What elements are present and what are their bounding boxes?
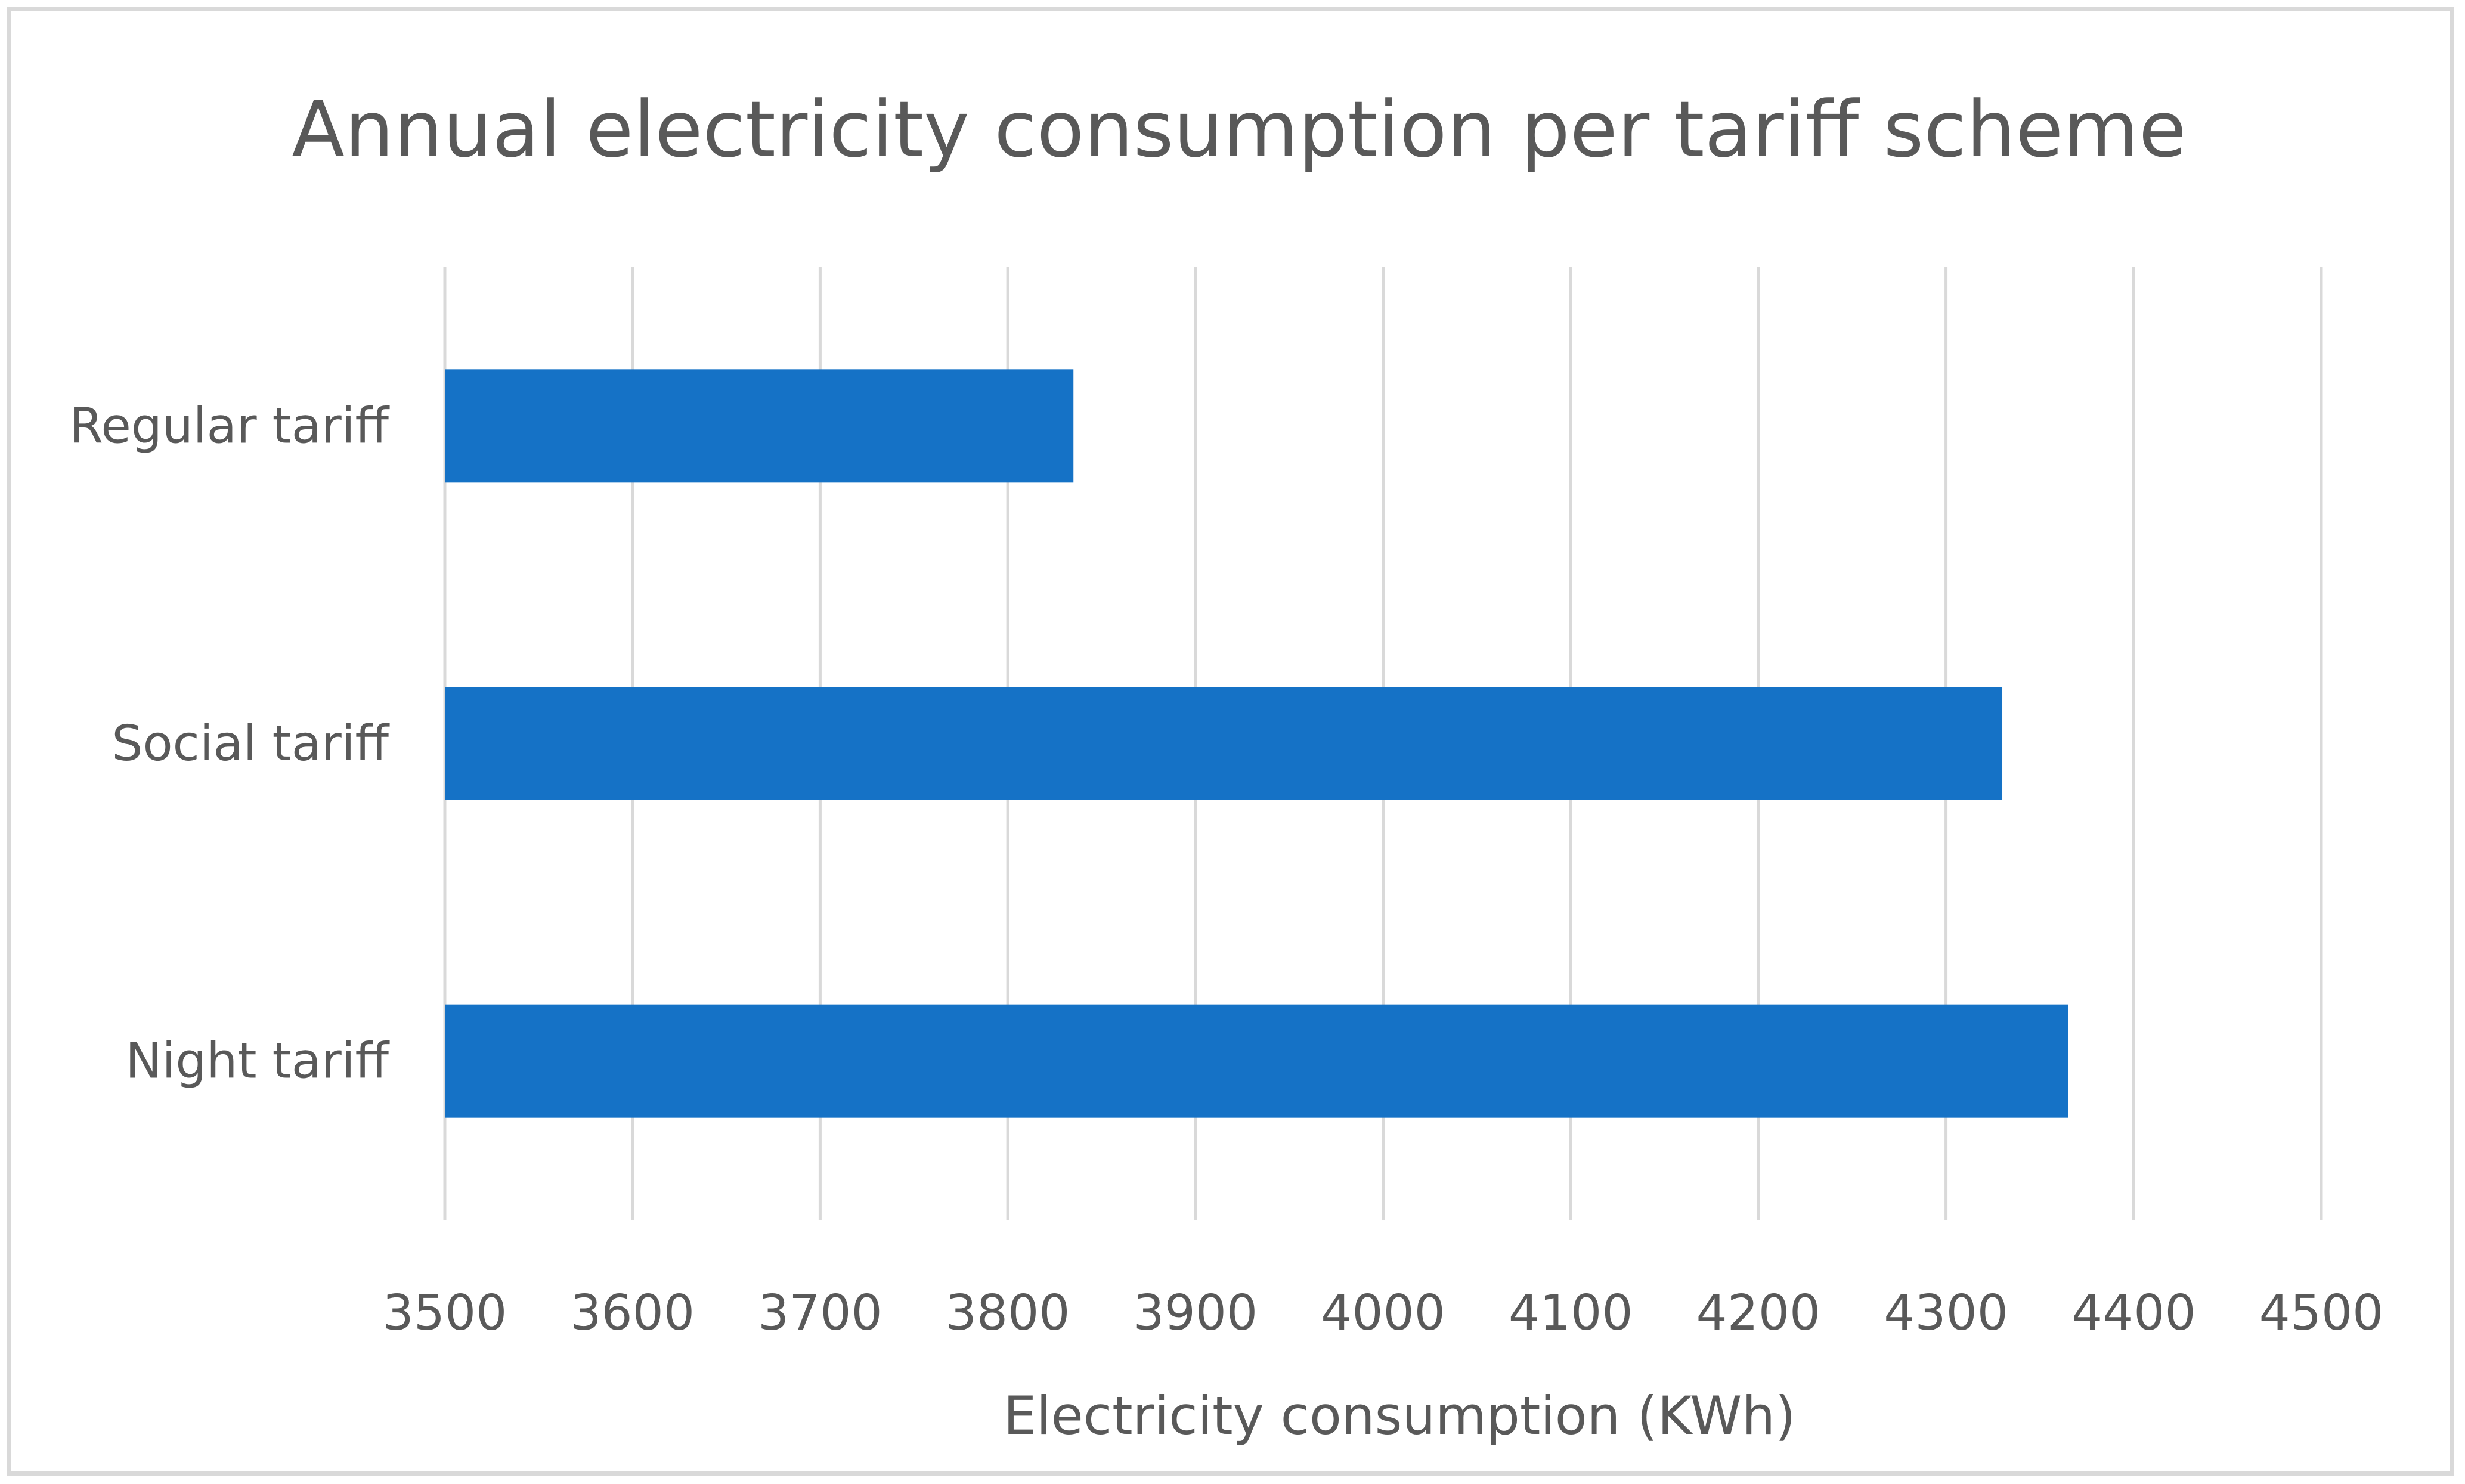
- x-tick-label: 4300: [1884, 1285, 2008, 1342]
- x-tick-labels: 3500 3600 3700 3800 3900 4000 4100 4200 4300 4400…: [383, 1285, 2384, 1342]
- x-tick-label: 3900: [1133, 1285, 1258, 1342]
- x-tick-label: 3600: [570, 1285, 695, 1342]
- bar-regular-tariff: [445, 369, 1074, 483]
- chart-title: Annual electricity consumption per tarif…: [292, 84, 2187, 175]
- x-tick-label: 4000: [1321, 1285, 1445, 1342]
- x-tick-label: 4100: [1509, 1285, 1633, 1342]
- bar-night-tariff: [445, 1004, 2068, 1118]
- x-tick-label: 3500: [383, 1285, 507, 1342]
- x-axis-title: Electricity consumption (KWh): [1004, 1385, 1796, 1446]
- category-labels: Regular tariff Social tariff Night tariff: [69, 398, 390, 1089]
- category-label: Regular tariff: [69, 398, 390, 454]
- x-tick-label: 3700: [758, 1285, 882, 1342]
- x-tick-label: 4500: [2259, 1285, 2384, 1342]
- x-tick-label: 4200: [1696, 1285, 1821, 1342]
- bar-social-tariff: [445, 687, 2003, 800]
- x-tick-label: 4400: [2071, 1285, 2196, 1342]
- x-tick-label: 3800: [946, 1285, 1070, 1342]
- bars: [445, 369, 2068, 1118]
- category-label: Night tariff: [125, 1033, 390, 1090]
- category-label: Social tariff: [112, 715, 390, 772]
